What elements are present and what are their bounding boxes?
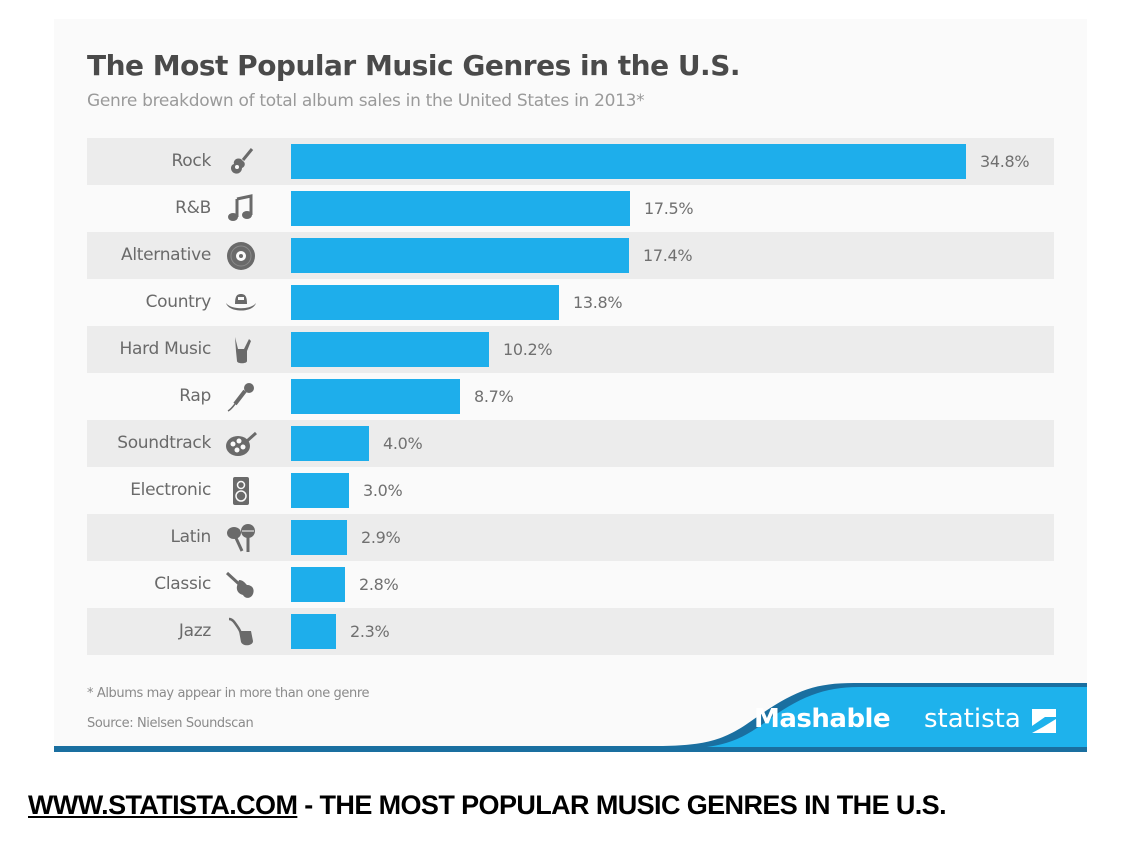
film-reel-icon <box>224 428 258 460</box>
category-label: R&B <box>175 198 211 218</box>
category-label: Jazz <box>178 621 211 641</box>
caption-text: - THE MOST POPULAR MUSIC GENRES IN THE U… <box>297 790 946 820</box>
bar <box>291 191 630 226</box>
bar <box>291 614 336 649</box>
bar-row: Jazz 2.3% <box>87 608 1054 655</box>
category-label: Rap <box>179 386 211 406</box>
violin-icon <box>224 569 258 601</box>
value-label: 10.2% <box>503 340 553 359</box>
value-label: 2.8% <box>359 575 399 594</box>
music-note-icon <box>224 193 258 225</box>
category-label: Alternative <box>121 245 211 265</box>
value-label: 2.9% <box>361 528 401 547</box>
bar-row: R&B 17.5% <box>87 185 1054 232</box>
value-label: 8.7% <box>474 387 514 406</box>
value-label: 3.0% <box>363 481 403 500</box>
footnote: * Albums may appear in more than one gen… <box>87 686 370 701</box>
footer-wave <box>54 683 1087 752</box>
microphone-icon <box>224 381 258 413</box>
value-label: 2.3% <box>350 622 390 641</box>
bar <box>291 332 489 367</box>
category-label: Rock <box>171 151 212 171</box>
bar-row: Soundtrack 4.0% <box>87 420 1054 467</box>
bar <box>291 426 369 461</box>
maracas-icon <box>224 522 258 554</box>
statista-logo-icon <box>1032 709 1056 733</box>
page-caption: WWW.STATISTA.COM - THE MOST POPULAR MUSI… <box>28 790 947 821</box>
bar <box>291 520 347 555</box>
chart-subtitle: Genre breakdown of total album sales in … <box>87 91 645 111</box>
value-label: 34.8% <box>980 152 1030 171</box>
category-label: Latin <box>170 527 211 547</box>
statista-link[interactable]: WWW.STATISTA.COM <box>28 790 298 820</box>
cowboy-hat-icon <box>224 287 258 319</box>
value-label: 13.8% <box>573 293 623 312</box>
bar <box>291 238 629 273</box>
bar-row: Classic 2.8% <box>87 561 1054 608</box>
category-label: Hard Music <box>119 339 212 359</box>
chart-card: The Most Popular Music Genres in the U.S… <box>54 19 1087 752</box>
electric-guitar-icon <box>224 146 258 178</box>
speaker-icon <box>224 475 258 507</box>
category-label: Soundtrack <box>117 433 211 453</box>
category-label: Country <box>145 292 212 312</box>
rock-hand-icon <box>224 334 258 366</box>
category-label: Electronic <box>130 480 211 500</box>
source-note: Source: Nielsen Soundscan <box>87 716 254 731</box>
mashable-logo: Mashable <box>754 704 891 734</box>
bar <box>291 379 460 414</box>
bar-row: Hard Music 10.2% <box>87 326 1054 373</box>
category-label: Classic <box>154 574 211 594</box>
chart-title: The Most Popular Music Genres in the U.S… <box>87 49 741 82</box>
value-label: 17.4% <box>643 246 693 265</box>
bar-rows: Rock 34.8% R&B 17.5% Alternative 17.4% Country… <box>87 138 1054 655</box>
bar-row: Rock 34.8% <box>87 138 1054 185</box>
value-label: 4.0% <box>383 434 423 453</box>
bar <box>291 285 559 320</box>
bar <box>291 473 349 508</box>
vinyl-record-icon <box>224 240 258 272</box>
bar <box>291 144 966 179</box>
bar <box>291 567 345 602</box>
bar-row: Alternative 17.4% <box>87 232 1054 279</box>
statista-logo-text: statista <box>924 704 1021 734</box>
bar-row: Latin 2.9% <box>87 514 1054 561</box>
saxophone-icon <box>224 616 258 648</box>
bar-row: Rap 8.7% <box>87 373 1054 420</box>
bar-row: Electronic 3.0% <box>87 467 1054 514</box>
bar-row: Country 13.8% <box>87 279 1054 326</box>
value-label: 17.5% <box>644 199 694 218</box>
